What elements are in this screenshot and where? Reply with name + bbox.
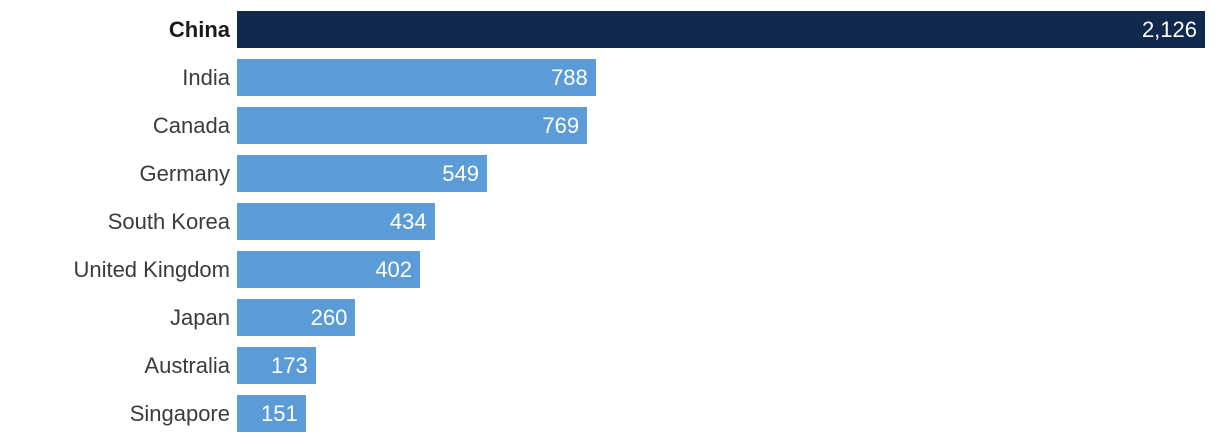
value-label: 260 — [310, 305, 348, 330]
category-label: China — [168, 17, 230, 42]
category-label: Germany — [139, 161, 230, 186]
bar-track: 434 — [237, 203, 1205, 240]
bar-track: 549 — [237, 155, 1205, 192]
bar-track: 769 — [237, 107, 1205, 144]
category-label: United Kingdom — [73, 257, 230, 282]
bar-row: South Korea 434 — [0, 203, 1205, 240]
bar: 2,126 — [237, 11, 1205, 48]
value-label: 151 — [261, 401, 298, 426]
value-label: 788 — [551, 65, 588, 90]
value-label: 402 — [375, 257, 413, 282]
bar-row: India 788 — [0, 59, 1205, 96]
bar-track: 2,126 — [237, 11, 1205, 48]
value-label: 173 — [271, 353, 308, 378]
bar: 260 — [237, 299, 356, 336]
bar: 549 — [237, 155, 487, 192]
bar: 434 — [237, 203, 435, 240]
bar-track: 788 — [237, 59, 1205, 96]
value-label: 434 — [389, 209, 427, 234]
bar: 769 — [237, 107, 588, 144]
bar-row: China 2,126 — [0, 11, 1205, 48]
bar-row: Germany 549 — [0, 155, 1205, 192]
bar-track: 402 — [237, 251, 1205, 288]
bar-row: Japan 260 — [0, 299, 1205, 336]
bar: 151 — [237, 395, 306, 432]
value-label: 549 — [442, 161, 479, 186]
category-label: Australia — [144, 353, 230, 378]
category-label: Japan — [170, 305, 230, 330]
bar-row: United Kingdom 402 — [0, 251, 1205, 288]
bar: 402 — [237, 251, 421, 288]
bar-row: Canada 769 — [0, 107, 1205, 144]
bar: 173 — [237, 347, 316, 384]
category-label: India — [182, 65, 230, 90]
category-label: Canada — [152, 113, 230, 138]
bar-track: 173 — [237, 347, 1205, 384]
bar-track: 260 — [237, 299, 1205, 336]
category-label: Singapore — [129, 401, 230, 426]
value-label: 769 — [542, 113, 580, 138]
category-label: South Korea — [107, 209, 230, 234]
bar-row: Singapore 151 — [0, 395, 1205, 432]
bar: 788 — [237, 59, 596, 96]
bar-track: 151 — [237, 395, 1205, 432]
value-label: 2,126 — [1141, 17, 1197, 42]
bar-row: Australia 173 — [0, 347, 1205, 384]
